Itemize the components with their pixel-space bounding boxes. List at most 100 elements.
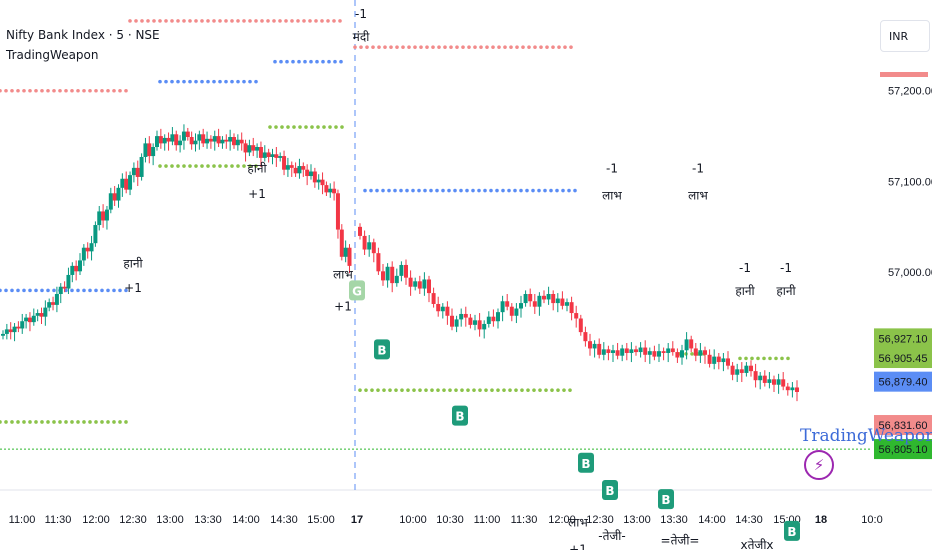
level-dot — [16, 288, 20, 293]
level-dot — [254, 19, 258, 23]
lightning-icon[interactable]: ⚡ — [804, 450, 834, 480]
candle-body — [528, 294, 533, 302]
candle-body — [762, 375, 767, 383]
level-dot — [321, 59, 325, 64]
level-dot — [236, 79, 240, 84]
signal-letter: G — [352, 284, 362, 298]
level-dot — [333, 59, 337, 64]
candle-body — [131, 167, 136, 176]
indicator-name[interactable]: TradingWeapon — [6, 48, 99, 62]
level-marker — [880, 72, 928, 77]
candle-body — [197, 134, 202, 141]
level-dot — [531, 188, 535, 193]
level-dot — [170, 164, 174, 168]
x-tick-label: 10:00 — [399, 514, 427, 526]
candle-body — [394, 275, 399, 284]
level-dot — [82, 88, 86, 93]
level-dot — [40, 420, 44, 424]
candle-body — [712, 356, 717, 364]
candle-body — [166, 137, 171, 142]
level-dot — [118, 288, 122, 293]
candle-body — [293, 167, 298, 174]
candle-body — [316, 179, 321, 183]
level-dot — [254, 79, 258, 84]
level-dot — [471, 188, 475, 193]
candle-body — [532, 301, 537, 307]
level-dot — [16, 88, 20, 93]
candle-body — [297, 166, 302, 174]
candle-body — [611, 350, 615, 353]
candle-body — [652, 351, 657, 357]
candle-body — [193, 140, 198, 145]
candle-body — [205, 138, 210, 144]
candle-body — [482, 323, 487, 330]
level-dot — [310, 125, 314, 129]
level-dot — [399, 188, 403, 193]
candle-body — [85, 247, 90, 252]
level-dot — [64, 420, 68, 424]
level-dot — [298, 125, 302, 129]
candle-body — [542, 295, 546, 300]
level-dot — [562, 388, 566, 392]
candle-body — [58, 286, 63, 294]
level-dot — [218, 79, 222, 84]
level-dot — [279, 59, 283, 64]
currency-selector[interactable]: INR — [880, 20, 930, 52]
level-dot — [436, 388, 440, 392]
candle-body — [24, 317, 29, 322]
candle-body — [785, 386, 790, 391]
level-dot — [46, 288, 50, 293]
level-dot — [477, 188, 481, 193]
candle-body — [285, 165, 290, 170]
level-dot — [4, 88, 8, 93]
candle-body — [546, 294, 551, 300]
level-dot — [176, 164, 180, 168]
candle-body — [51, 302, 56, 305]
candle-body — [97, 211, 102, 226]
signal-annotation: +1 — [569, 543, 587, 550]
candle-body — [565, 302, 569, 306]
symbol-title[interactable]: Nifty Bank Index · 5 · NSE — [6, 28, 160, 42]
candle-body — [124, 178, 129, 190]
candle-body — [450, 315, 454, 327]
level-dot — [46, 88, 50, 93]
level-dot — [413, 45, 417, 49]
candle-body — [795, 387, 799, 392]
candle-body — [436, 303, 441, 312]
candle-body — [647, 351, 652, 355]
candle-body — [81, 247, 86, 261]
level-dot — [146, 19, 150, 23]
level-dot — [182, 79, 186, 84]
candle-body — [158, 136, 163, 144]
candle-body — [376, 253, 381, 272]
candle-body — [753, 371, 758, 381]
level-dot — [22, 420, 26, 424]
level-dot — [363, 188, 367, 193]
level-dot — [188, 19, 192, 23]
candle-body — [666, 348, 671, 353]
level-dot — [164, 164, 168, 168]
level-dot — [545, 45, 549, 49]
signal-annotation: +1 — [124, 281, 142, 295]
candle-body — [381, 271, 385, 281]
candle-body — [232, 137, 236, 146]
candle-body — [78, 260, 82, 272]
level-dot — [370, 388, 374, 392]
signal-annotation: xतेजीx — [740, 538, 773, 550]
candle-body — [282, 156, 287, 170]
candle-body — [274, 154, 279, 158]
candle-body — [634, 349, 638, 353]
level-dot — [406, 388, 410, 392]
signal-letter: B — [787, 525, 796, 539]
level-dot — [260, 19, 264, 23]
x-tick-label: 14:30 — [270, 514, 298, 526]
candle-body — [305, 169, 310, 177]
level-dot — [200, 164, 204, 168]
level-dot — [690, 352, 694, 356]
signal-annotation: लाभ — [602, 189, 622, 203]
level-dot — [780, 356, 784, 361]
level-dot — [774, 356, 778, 361]
level-dot — [437, 45, 441, 49]
candle-body — [505, 301, 510, 307]
